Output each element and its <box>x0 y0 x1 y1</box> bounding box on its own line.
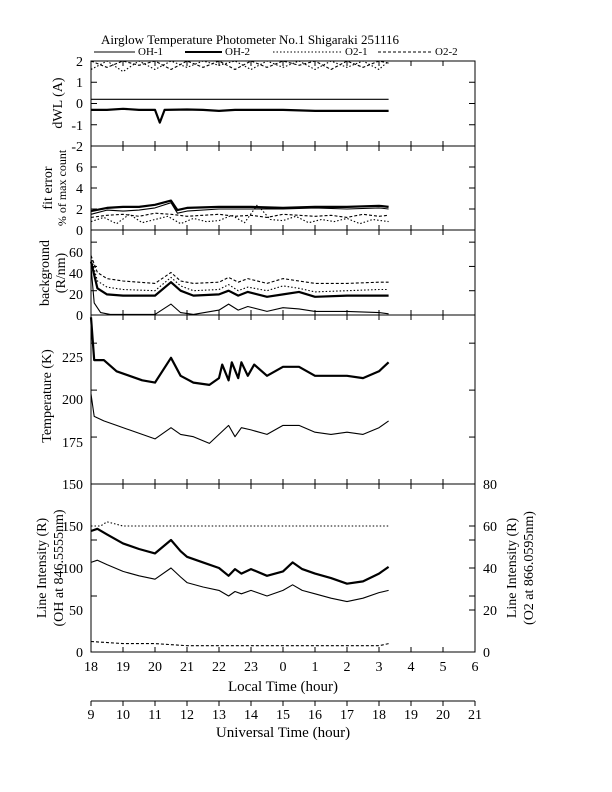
fit-series-oh-2 <box>90 199 389 213</box>
dwl-tick-1: 1 <box>76 76 83 91</box>
ylabel-intensity-left-2: (OH at 846.5555nm) <box>52 509 67 626</box>
lt-tick-1: 1 <box>312 660 319 675</box>
lt-tick-3: 3 <box>376 660 383 675</box>
fit-series-o2-1 <box>90 204 389 225</box>
local-time-label: Local Time (hour) <box>228 679 338 695</box>
background-series-oh-1 <box>90 266 389 315</box>
dwl-tick-neg2: -2 <box>71 140 83 155</box>
fit-series-o2-2 <box>90 212 389 218</box>
legend-label-oh2: OH-2 <box>225 46 250 58</box>
lt-tick-18: 18 <box>84 660 98 675</box>
background-series-o2-1 <box>90 256 389 293</box>
fit-tick-2: 2 <box>76 203 83 218</box>
ylabel-temperature: Temperature (K) <box>40 349 55 443</box>
lt-tick-2: 2 <box>344 660 351 675</box>
ut-tick-14: 14 <box>244 708 258 723</box>
int-right-tick-60: 60 <box>483 520 497 535</box>
int-right-tick-0: 0 <box>483 646 490 661</box>
legend-label-oh1: OH-1 <box>138 46 163 58</box>
lt-tick-6: 6 <box>472 660 479 675</box>
temp-tick-200: 200 <box>62 393 83 408</box>
dwl-series-o2-2 <box>90 60 389 71</box>
fit-tick-0: 0 <box>76 224 83 239</box>
y-axis-labels: dWL (A) fit error % of max count backgro… <box>35 77 537 626</box>
lt-tick-22: 22 <box>212 660 226 675</box>
ut-tick-16: 16 <box>308 708 322 723</box>
ylabel-dwl: dWL (A) <box>51 77 66 129</box>
intensity-series-o2-2 <box>90 640 389 647</box>
legend: OH-1 OH-2 O2-1 O2-2 <box>94 46 458 58</box>
dwl-tick-neg1: -1 <box>71 119 83 134</box>
lt-tick-20: 20 <box>148 660 162 675</box>
ylabel-fit-2: % of max count <box>55 149 69 226</box>
ut-tick-20: 20 <box>436 708 450 723</box>
temp-tick-175: 175 <box>62 436 83 451</box>
temp-tick-150: 150 <box>62 478 83 493</box>
lt-tick-23: 23 <box>244 660 258 675</box>
data-series <box>89 60 390 647</box>
int-left-tick-100: 100 <box>62 562 83 577</box>
fit-tick-6: 6 <box>76 161 83 176</box>
ut-tick-18: 18 <box>372 708 386 723</box>
intensity-series-o2-1 <box>91 521 389 527</box>
bg-tick-20: 20 <box>69 288 83 303</box>
int-right-tick-40: 40 <box>483 562 497 577</box>
figure-title: Airglow Temperature Photometer No.1 Shig… <box>101 32 400 47</box>
background-series-o2-2 <box>90 255 389 284</box>
fit-tick-4: 4 <box>76 182 83 197</box>
universal-time-label: Universal Time (hour) <box>216 725 350 741</box>
legend-label-o22: O2-2 <box>435 46 458 58</box>
lt-tick-21: 21 <box>180 660 194 675</box>
bg-tick-40: 40 <box>69 267 83 282</box>
dwl-series-oh-2 <box>91 107 389 124</box>
y-tick-labels-intensity-right: 80 60 40 20 0 <box>483 478 497 661</box>
y-tick-labels-dwl: 2 1 0 -1 -2 <box>71 55 83 155</box>
ut-tick-13: 13 <box>212 708 226 723</box>
y-tick-marks <box>91 60 475 653</box>
int-right-tick-80: 80 <box>483 478 497 493</box>
ylabel-intensity-right-2: (O2 at 866.0595nm) <box>522 511 537 625</box>
lt-tick-4: 4 <box>408 660 415 675</box>
dwl-tick-2: 2 <box>76 55 83 70</box>
int-left-tick-0: 0 <box>76 646 83 661</box>
lt-tick-0: 0 <box>280 660 287 675</box>
universal-time-axis: 9 10 11 12 13 14 15 16 17 18 19 20 21 Un… <box>88 700 482 741</box>
temperature-series-oh-2 <box>89 317 390 386</box>
y-tick-labels-background: 60 40 20 0 <box>69 246 83 324</box>
intensity-series-oh-1 <box>90 559 389 603</box>
ut-tick-19: 19 <box>404 708 418 723</box>
lt-tick-19: 19 <box>116 660 130 675</box>
y-tick-labels-temperature: 225 200 175 150 <box>62 351 83 493</box>
ut-tick-17: 17 <box>340 708 354 723</box>
ut-tick-12: 12 <box>180 708 194 723</box>
ylabel-intensity-right-1: Line Intensity (R) <box>505 518 520 619</box>
ut-tick-15: 15 <box>276 708 290 723</box>
ylabel-bg-2: (R/nm) <box>54 252 69 293</box>
temp-tick-225: 225 <box>62 351 83 366</box>
background-series-oh-2 <box>89 261 389 298</box>
int-right-tick-20: 20 <box>483 604 497 619</box>
ut-tick-9: 9 <box>88 708 95 723</box>
dwl-tick-0: 0 <box>76 97 83 112</box>
y-tick-labels-intensity-left: 150 100 50 0 <box>62 520 83 661</box>
int-left-tick-50: 50 <box>69 604 83 619</box>
intensity-series-oh-2 <box>90 527 390 585</box>
ylabel-bg-1: background <box>38 240 53 306</box>
legend-label-o21: O2-1 <box>345 46 368 58</box>
ut-tick-11: 11 <box>148 708 161 723</box>
ut-tick-10: 10 <box>116 708 130 723</box>
bg-tick-0: 0 <box>76 309 83 324</box>
local-time-axis: 18 19 20 21 22 23 0 1 2 3 4 5 6 Local Ti… <box>84 660 479 695</box>
temperature-series-oh-1 <box>90 393 389 444</box>
ut-tick-21: 21 <box>468 708 482 723</box>
int-left-tick-150: 150 <box>62 520 83 535</box>
fit-series-oh-1 <box>90 202 389 215</box>
ylabel-intensity-left-1: Line Intensity (R) <box>35 518 50 619</box>
lt-tick-5: 5 <box>440 660 447 675</box>
bg-tick-60: 60 <box>69 246 83 261</box>
y-tick-labels-fit: 6 4 2 0 <box>76 161 83 239</box>
ylabel-fit-1: fit error <box>41 166 56 209</box>
